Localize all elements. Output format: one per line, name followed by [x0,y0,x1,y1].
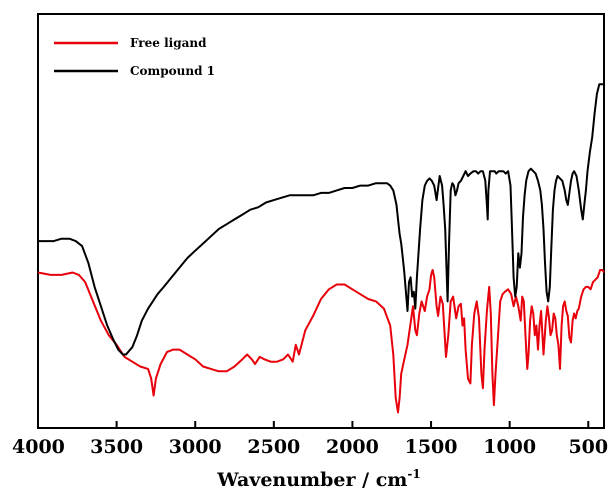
x-tick-label-1000: 1000 [483,436,536,458]
series-layer [37,83,605,414]
legend-label-free-ligand: Free ligand [130,36,207,50]
x-tick-label-2500: 2500 [247,436,300,458]
series-line-free-ligand [37,269,605,414]
x-tick-label-2000: 2000 [326,436,379,458]
x-axis-title: Wavenumber / cm-1 [216,467,420,491]
x-axis-title-main: Wavenumber / cm [216,469,407,491]
x-tick-label-3500: 3500 [90,436,143,458]
plot-frame [37,13,605,429]
x-axis-ticks: 4000 3500 3000 2500 2000 1500 1000 500 [12,421,608,458]
series-line-compound-1 [38,83,604,356]
legend: Free ligand Compound 1 [54,36,215,78]
legend-label-compound-1: Compound 1 [130,64,215,78]
x-tick-label-4000: 4000 [12,436,65,458]
x-axis-title-superscript: -1 [407,467,420,481]
x-tick-label-1500: 1500 [405,436,458,458]
x-tick-label-3000: 3000 [169,436,222,458]
x-tick-label-500: 500 [568,436,608,458]
